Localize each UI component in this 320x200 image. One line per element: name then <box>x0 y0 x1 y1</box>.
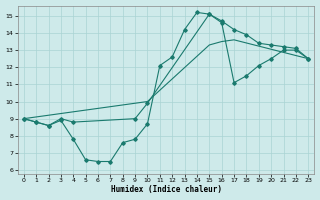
X-axis label: Humidex (Indice chaleur): Humidex (Indice chaleur) <box>110 185 221 194</box>
